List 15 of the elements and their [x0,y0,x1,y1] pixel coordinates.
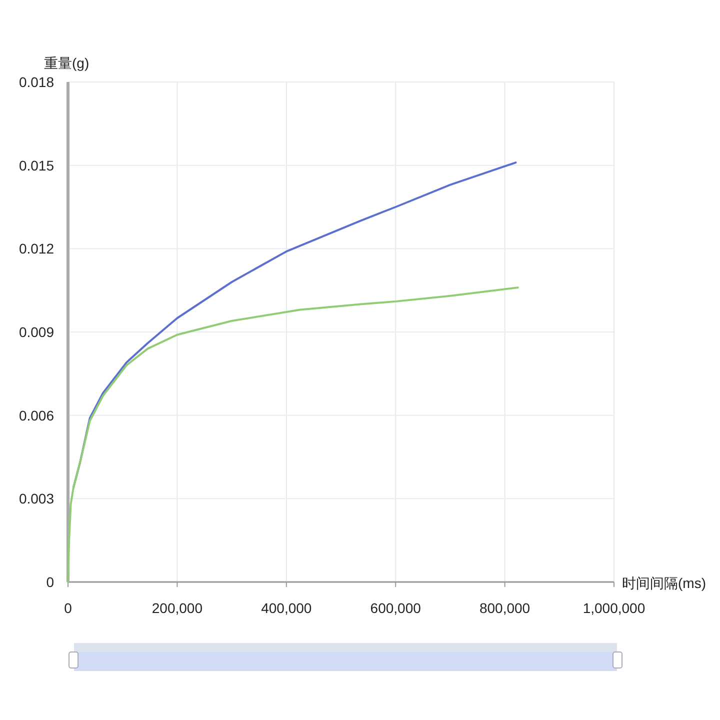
y-tick-label: 0.018 [18,74,54,90]
y-tick-label: 0.006 [18,407,54,424]
y-tick-label: 0.015 [18,157,54,174]
y-axis-title: 重量(g) [44,55,90,71]
y-tick-label: 0.003 [18,490,54,507]
x-axis-title: 时间间隔(ms) [622,575,706,591]
x-tick-label: 0 [64,600,72,616]
x-tick-label: 800,000 [479,600,530,616]
x-tick-label: 400,000 [261,600,312,616]
y-tick-label: 0.012 [18,240,54,257]
y-tick-label: 0.009 [18,324,54,340]
x-tick-label: 200,000 [152,600,203,616]
x-tick-label: 1,000,000 [582,600,646,616]
y-tick-label: 0 [46,574,54,590]
x-tick-label: 600,000 [370,600,422,616]
